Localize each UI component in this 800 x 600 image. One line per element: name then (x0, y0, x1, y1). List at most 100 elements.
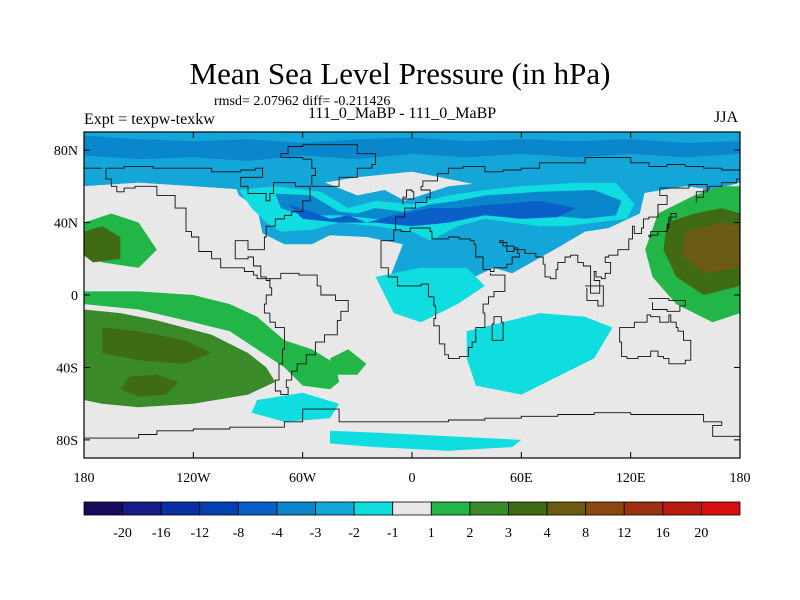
contour-region-13 (84, 291, 340, 390)
coastline-3 (380, 178, 740, 359)
colorbar-tick-1: -16 (152, 526, 171, 541)
colorbar-label-4: -4 (271, 526, 283, 541)
colorbar-swatch-8 (392, 501, 432, 516)
colorbar-swatch-1 (122, 501, 162, 516)
colorbar-tick-7: -1 (387, 526, 399, 541)
contour-region-10 (330, 430, 522, 451)
coastline-10 (648, 298, 686, 312)
colorbar-swatch-6 (315, 501, 355, 516)
colorbar-swatch-12 (546, 501, 587, 516)
contour-region-20 (681, 222, 740, 274)
y-tick-label-4: 80S (56, 434, 78, 449)
x-tick-3: 0 (409, 132, 416, 486)
colorbar-label-5: -3 (310, 526, 322, 541)
coastline-13 (402, 189, 415, 205)
colorbar-label-9: 2 (466, 526, 473, 541)
colorbar-tick-14: 16 (656, 526, 670, 541)
colorbar-swatch-7 (353, 501, 394, 516)
colorbar-label-12: 8 (582, 526, 589, 541)
y-tick-label-2: 0 (71, 289, 78, 304)
y-tick-label-1: 40N (54, 217, 78, 232)
colorbar-swatch-11 (508, 501, 548, 516)
colorbar-tick-11: 4 (544, 526, 551, 541)
y-tick-label-0: 80N (54, 144, 78, 159)
coastline-0 (105, 165, 311, 281)
coastline-2 (393, 156, 740, 231)
colorbar-tick-2: -12 (190, 526, 209, 541)
chart-title: Mean Sea Level Pressure (in hPa) (189, 56, 611, 91)
y-axis: 80N 40N 0 40S 80S (54, 144, 740, 449)
x-axis: 180 120W 60W 0 60E 120E 180 (74, 132, 751, 486)
x-tick-label-5: 120E (616, 471, 646, 486)
colorbar-swatch-2 (160, 501, 201, 516)
x-tick-4: 60E (510, 132, 533, 486)
colorbar-swatch-10 (469, 501, 509, 516)
colorbar-tick-4: -4 (271, 526, 283, 541)
colorbar-tick-8: 1 (428, 526, 435, 541)
coastline-1 (263, 272, 349, 396)
coastline-4 (491, 316, 504, 341)
x-tick-label-6: 180 (730, 471, 751, 486)
x-tick-label-1: 120W (176, 471, 211, 486)
x-tick-label-0: 180 (74, 471, 95, 486)
coastline-11 (585, 285, 604, 307)
coastline-5 (619, 314, 692, 365)
colorbar-swatch-13 (585, 501, 625, 516)
contour-region-12 (84, 226, 121, 263)
y-tick-label-3: 40S (56, 361, 78, 376)
colorbar-tick-13: 12 (617, 526, 631, 541)
x-tick-0: 180 (74, 132, 95, 486)
colorbar-label-7: -1 (387, 526, 399, 541)
coastline-7 (84, 409, 304, 439)
x-tick-5: 120E (616, 132, 646, 486)
colorbar-swatch-0 (83, 501, 123, 516)
colorbar-label-15: 20 (694, 526, 708, 541)
y-tick-3: 40S (56, 361, 740, 376)
map-layers (84, 132, 740, 458)
x-tick-label-4: 60E (510, 471, 533, 486)
colorbar-tick-5: -3 (310, 526, 322, 541)
colorbar-label-2: -12 (190, 526, 209, 541)
x-tick-label-2: 60W (289, 471, 317, 486)
colorbar-swatch-3 (199, 501, 239, 516)
colorbar: -20 -16 -12 -8 -4 -3 -2 -1 1 2 3 4 8 12 16 20 (83, 501, 741, 541)
colorbar-tick-9: 2 (466, 526, 473, 541)
contour-region-17 (330, 349, 367, 375)
y-tick-0: 80N (54, 144, 740, 159)
coastline-8 (280, 144, 377, 187)
comparison-label: 111_0_MaBP - 111_0_MaBP (308, 105, 497, 122)
colorbar-label-1: -16 (152, 526, 171, 541)
colorbar-tick-6: -2 (348, 526, 360, 541)
contour-region-5 (275, 190, 622, 223)
contour-region-6 (288, 200, 576, 227)
x-tick-1: 120W (176, 132, 211, 486)
colorbar-tick-10: 3 (505, 526, 512, 541)
colorbar-tick-3: -8 (233, 526, 245, 541)
experiment-label: Expt = texpw-texkw (84, 111, 215, 128)
colorbar-label-0: -20 (113, 526, 132, 541)
y-tick-2: 0 (71, 289, 740, 304)
colorbar-tick-0: -20 (113, 526, 132, 541)
colorbar-swatch-15 (662, 501, 702, 516)
y-tick-4: 80S (56, 434, 740, 449)
colorbar-swatch-5 (276, 501, 316, 516)
colorbar-swatch-14 (623, 501, 664, 516)
colorbar-label-3: -8 (233, 526, 245, 541)
colorbar-label-13: 12 (617, 526, 631, 541)
coastline-6 (302, 408, 740, 439)
colorbar-label-14: 16 (656, 526, 670, 541)
contour-region-9 (251, 392, 340, 422)
x-tick-2: 60W (289, 132, 317, 486)
colorbar-label-10: 3 (505, 526, 512, 541)
contour-region-16 (120, 374, 179, 397)
contour-region-15 (102, 327, 212, 364)
coastline-12 (648, 213, 677, 238)
colorbar-swatch-16 (701, 501, 741, 516)
colorbar-label-6: -2 (348, 526, 360, 541)
season-label: JJA (714, 109, 739, 126)
colorbar-label-11: 4 (544, 526, 551, 541)
colorbar-tick-12: 8 (582, 526, 589, 541)
colorbar-label-8: 1 (428, 526, 435, 541)
x-tick-label-3: 0 (409, 471, 416, 486)
x-tick-6: 180 (730, 132, 751, 486)
